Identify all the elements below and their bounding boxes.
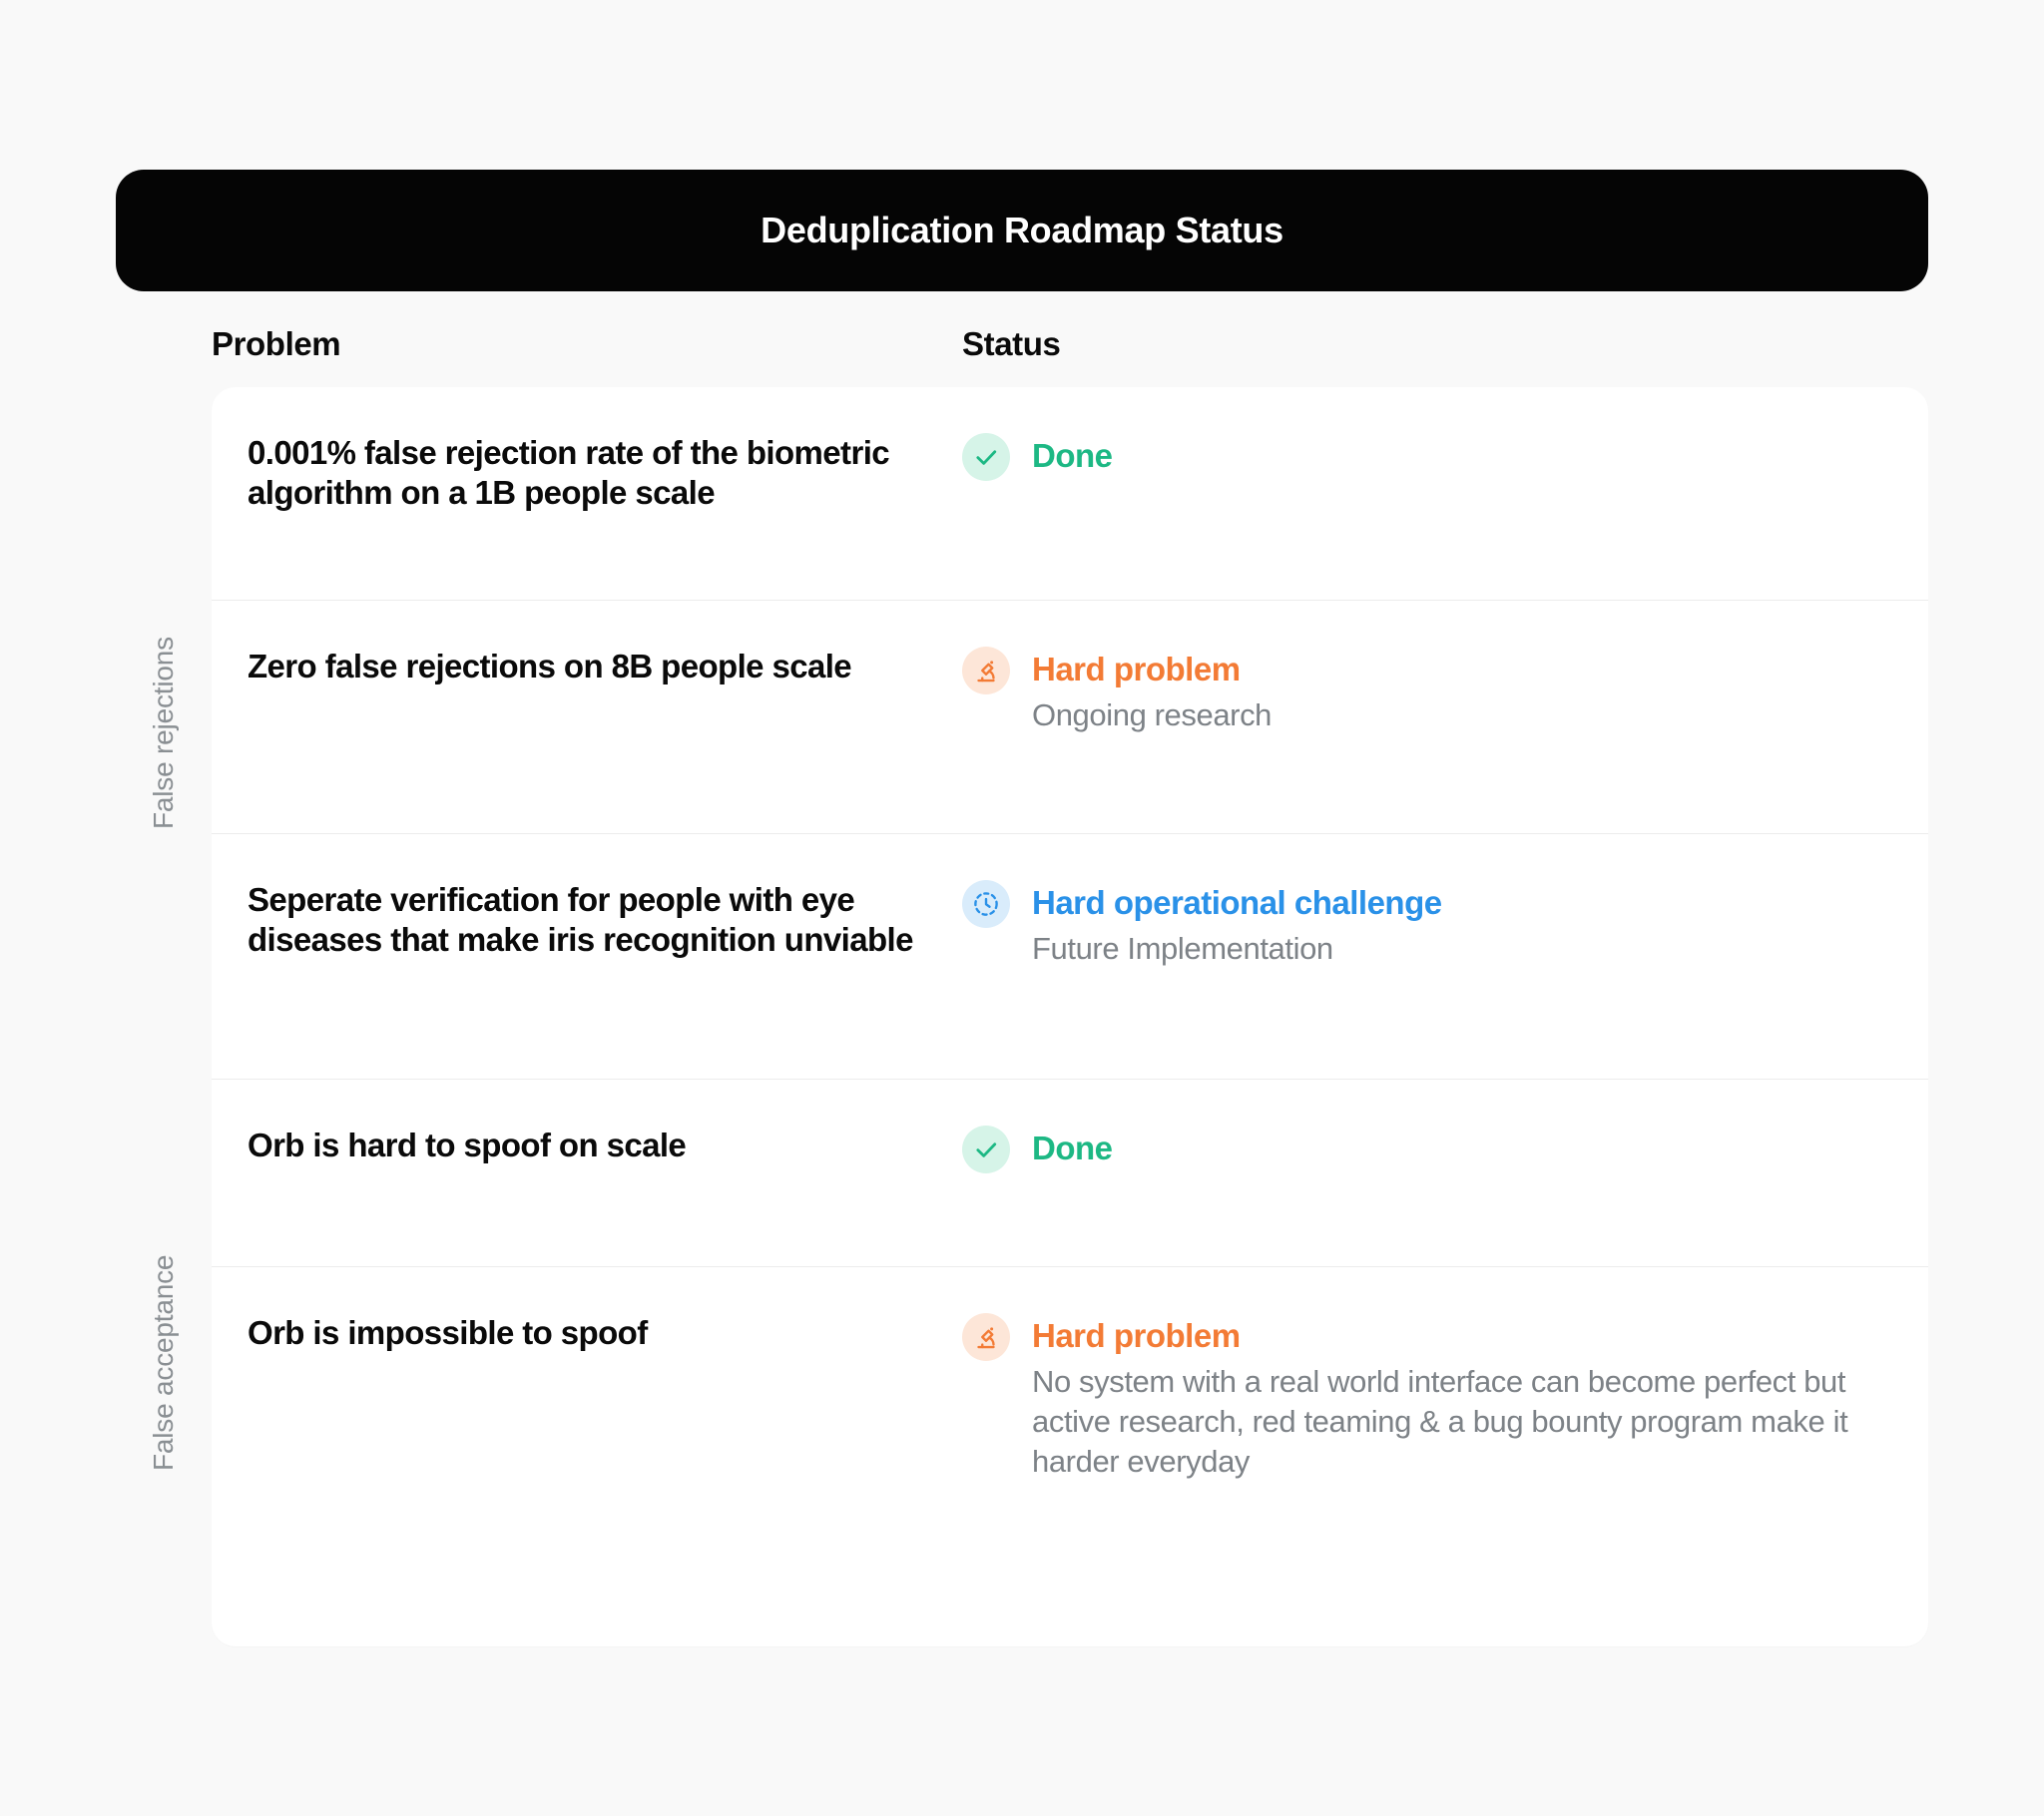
table-row: Orb is impossible to spoof Hard problem No…: [212, 1267, 1928, 1646]
status-subtext: No system with a real world interface ca…: [1032, 1362, 1888, 1481]
status-cell: Done: [962, 1126, 1888, 1220]
problem-text: 0.001% false rejection rate of the biome…: [248, 433, 962, 554]
title-text: Deduplication Roadmap Status: [761, 210, 1283, 250]
status-text-wrap: Hard operational challenge Future Impleme…: [1032, 880, 1888, 1033]
status-text-wrap: Hard problem Ongoing research: [1032, 647, 1888, 787]
column-headers: Problem Status: [116, 291, 1928, 387]
status-label: Hard problem: [1032, 649, 1888, 689]
table-row: Zero false rejections on 8B people scale…: [212, 601, 1928, 834]
status-cell: Hard operational challenge Future Impleme…: [962, 880, 1888, 1033]
table-row: Seperate verification for people with ey…: [212, 834, 1928, 1080]
problem-text: Orb is hard to spoof on scale: [248, 1126, 962, 1220]
side-label-acceptance: False acceptance: [116, 1080, 212, 1646]
roadmap-figure: Deduplication Roadmap Status Problem Sta…: [0, 0, 2044, 1816]
status-label: Done: [1032, 1128, 1888, 1168]
side-label-rejections: False rejections: [116, 387, 212, 1080]
header-status: Status: [962, 325, 1928, 363]
header-problem: Problem: [212, 325, 962, 363]
status-label: Done: [1032, 435, 1888, 476]
side-labels: False rejections False acceptance: [116, 387, 212, 1646]
problem-text: Orb is impossible to spoof: [248, 1313, 962, 1600]
status-cell: Hard problem Ongoing research: [962, 647, 1888, 787]
status-text-wrap: Done: [1032, 1126, 1888, 1220]
roadmap-card: 0.001% false rejection rate of the biome…: [212, 387, 1928, 1646]
check-icon: [962, 1126, 1010, 1173]
problem-text: Seperate verification for people with ey…: [248, 880, 962, 1033]
clock-icon: [962, 880, 1010, 928]
status-text-wrap: Hard problem No system with a real world …: [1032, 1313, 1888, 1600]
header-spacer: [116, 325, 212, 363]
status-subtext: Future Implementation: [1032, 929, 1888, 969]
table-row: 0.001% false rejection rate of the biome…: [212, 387, 1928, 601]
status-label: Hard operational challenge: [1032, 882, 1888, 923]
problem-text: Zero false rejections on 8B people scale: [248, 647, 962, 787]
status-cell: Hard problem No system with a real world …: [962, 1313, 1888, 1600]
status-label: Hard problem: [1032, 1315, 1888, 1356]
title-bar: Deduplication Roadmap Status: [116, 170, 1928, 291]
status-subtext: Ongoing research: [1032, 695, 1888, 735]
table-row: Orb is hard to spoof on scale Done: [212, 1080, 1928, 1267]
microscope-icon: [962, 1313, 1010, 1361]
status-text-wrap: Done: [1032, 433, 1888, 554]
check-icon: [962, 433, 1010, 481]
grid: False rejections False acceptance 0.001%…: [116, 387, 1928, 1646]
microscope-icon: [962, 647, 1010, 694]
status-cell: Done: [962, 433, 1888, 554]
